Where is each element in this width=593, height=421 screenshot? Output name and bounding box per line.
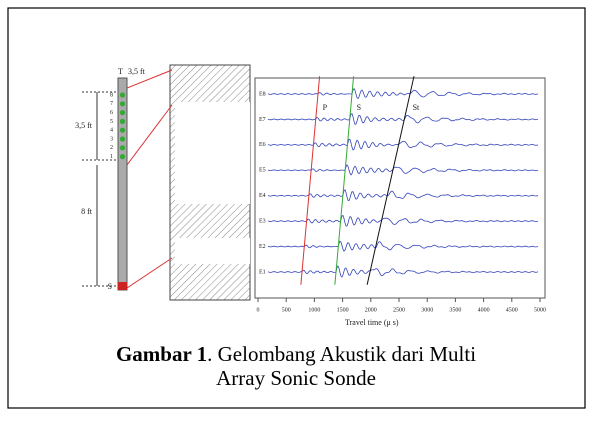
waveform: [267, 265, 539, 278]
x-tick-label: 3500: [449, 307, 461, 313]
arrival-label: P: [323, 103, 328, 112]
receiver-label: 8: [110, 92, 113, 98]
receiver: [119, 110, 126, 116]
receiver-label: 6: [110, 110, 113, 116]
receiver-label: 7: [110, 101, 113, 107]
ray: [126, 69, 173, 89]
ray: [126, 104, 173, 166]
top-spacing: 3,5 ft: [128, 67, 146, 76]
receiver: [119, 154, 126, 160]
sonde: [117, 77, 128, 291]
trace-label: E5: [259, 168, 266, 174]
x-tick-label: 5000: [534, 307, 546, 313]
trace-label: E2: [259, 244, 266, 250]
waveform: [267, 164, 539, 176]
trace-label: E8: [259, 91, 266, 97]
x-tick-label: 4000: [478, 307, 490, 313]
waveform: [267, 240, 539, 252]
caption-text: . Gelombang Akustik dari Multi: [207, 342, 476, 366]
receiver-label: 4: [110, 128, 113, 134]
x-tick-label: 4500: [506, 307, 518, 313]
receiver: [119, 127, 126, 133]
x-axis-label: Travel time (μ s): [345, 318, 399, 327]
ray: [126, 257, 173, 289]
formation-zone: [175, 238, 250, 264]
receiver: [119, 145, 126, 151]
waveform: [267, 138, 539, 151]
x-tick-label: 0: [257, 307, 260, 313]
spacing-label: 8 ft: [81, 207, 93, 216]
plot-frame: [254, 77, 546, 299]
x-tick-label: 3000: [421, 307, 433, 313]
spacing-label: 3,5 ft: [75, 121, 93, 130]
receiver-label: 2: [110, 145, 113, 151]
receiver: [119, 92, 126, 98]
caption-label: Gambar 1: [116, 342, 207, 366]
receiver: [119, 136, 126, 142]
trace-label: E4: [259, 193, 266, 199]
receiver-label: 3: [110, 136, 113, 142]
arrival-line: [334, 76, 355, 285]
x-tick-label: 1500: [337, 307, 349, 313]
arrival-label: S: [357, 103, 361, 112]
frame: [7, 7, 586, 409]
arrival-label: St: [413, 103, 420, 112]
receiver-label: 1: [110, 154, 113, 160]
x-tick-label: 2000: [365, 307, 377, 313]
receiver-label: 5: [110, 119, 113, 125]
waveform: [267, 113, 539, 125]
waveform: [267, 214, 539, 227]
receiver: [119, 101, 126, 107]
trace-label: E7: [259, 117, 266, 123]
trace-label: E1: [259, 269, 266, 275]
x-tick-label: 2500: [393, 307, 405, 313]
arrival-line: [366, 76, 415, 285]
top-label: T: [118, 67, 123, 76]
arrival-line: [300, 76, 321, 285]
x-tick-label: 1000: [308, 307, 320, 313]
receiver: [119, 118, 126, 124]
trace-label: E3: [259, 219, 266, 225]
trace-label: E6: [259, 142, 266, 148]
caption-line: Array Sonic Sonde: [216, 366, 376, 390]
x-tick-label: 500: [282, 307, 291, 313]
waveform: [267, 189, 539, 202]
source-label: S: [108, 282, 112, 291]
washout-zone: [175, 102, 250, 204]
waveform: [267, 87, 539, 100]
source: [118, 282, 127, 290]
caption-line: Gambar 1. Gelombang Akustik dari Multi: [116, 342, 476, 366]
